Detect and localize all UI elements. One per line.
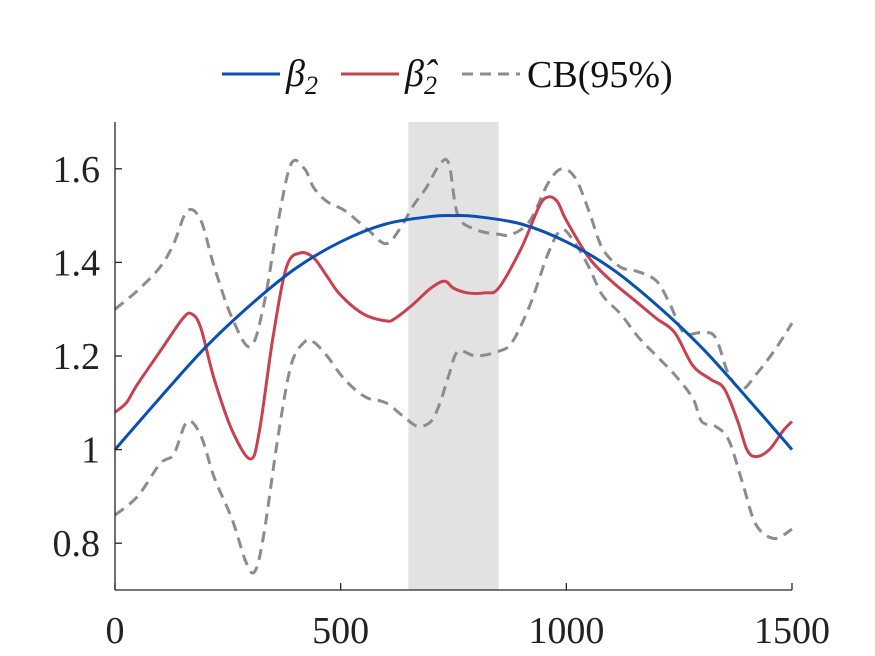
y-tick-label: 1.4 (53, 242, 101, 284)
x-tick-label: 0 (106, 610, 125, 652)
beta-hat-line (114, 195, 794, 461)
y-tick-label: 1.2 (53, 336, 101, 378)
series-layer (113, 157, 794, 575)
legend-subscript-beta-hat: 2 (424, 71, 437, 100)
x-tick-label: 500 (312, 610, 369, 652)
legend-label-beta-hat: β̂2 (404, 53, 439, 100)
beta-true-line (113, 214, 794, 451)
cb-lower-line (114, 228, 793, 575)
legend: β2 β̂2 CB(95%) (222, 53, 673, 100)
legend-symbol-beta: β (285, 53, 305, 95)
tick-layer: 0 500 1000 1500 0.8 1 1.2 1.4 1.6 (53, 149, 831, 652)
x-tick-label: 1500 (754, 610, 830, 652)
x-tick-label: 1000 (528, 610, 604, 652)
y-tick-label: 0.8 (53, 523, 101, 565)
legend-label-cb: CB(95%) (527, 54, 673, 96)
legend-subscript-beta: 2 (305, 71, 318, 100)
legend-label-beta: β2 (285, 53, 318, 100)
y-tick-label: 1 (81, 430, 100, 472)
y-tick-label: 1.6 (53, 149, 101, 191)
